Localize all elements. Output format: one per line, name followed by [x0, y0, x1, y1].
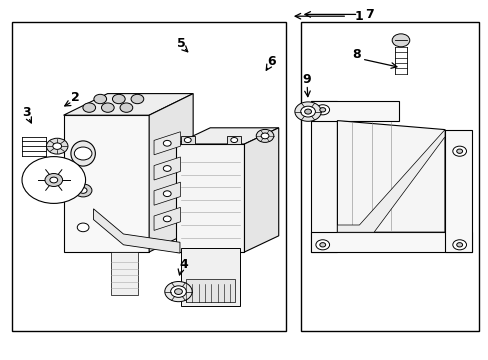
- Circle shape: [112, 94, 125, 104]
- Circle shape: [300, 106, 315, 117]
- Circle shape: [163, 140, 171, 146]
- Bar: [181, 248, 239, 306]
- Circle shape: [456, 149, 462, 153]
- Circle shape: [83, 103, 96, 112]
- Circle shape: [163, 166, 171, 171]
- Text: 7: 7: [364, 8, 373, 21]
- Polygon shape: [310, 101, 337, 252]
- Text: 9: 9: [302, 73, 311, 86]
- Circle shape: [452, 146, 466, 156]
- Bar: [185, 279, 234, 302]
- Circle shape: [315, 105, 329, 115]
- Bar: [227, 136, 241, 144]
- Bar: [12, 22, 285, 331]
- Circle shape: [256, 130, 273, 143]
- Polygon shape: [310, 232, 471, 252]
- Circle shape: [22, 157, 85, 203]
- Polygon shape: [63, 94, 193, 115]
- Circle shape: [319, 108, 325, 112]
- Text: 1: 1: [354, 10, 363, 23]
- Circle shape: [74, 147, 92, 160]
- Circle shape: [77, 223, 89, 232]
- Text: 3: 3: [22, 106, 31, 119]
- Circle shape: [319, 243, 325, 247]
- Circle shape: [294, 102, 321, 121]
- Bar: [181, 136, 194, 144]
- Circle shape: [46, 138, 68, 154]
- Polygon shape: [154, 157, 180, 180]
- Circle shape: [120, 103, 133, 112]
- Circle shape: [184, 138, 191, 143]
- Circle shape: [452, 240, 466, 250]
- Polygon shape: [337, 130, 444, 232]
- Text: 8: 8: [352, 48, 361, 61]
- Text: 6: 6: [266, 55, 275, 68]
- Circle shape: [79, 188, 87, 193]
- Text: 5: 5: [176, 37, 185, 50]
- Polygon shape: [444, 130, 471, 252]
- Polygon shape: [93, 209, 180, 253]
- Circle shape: [53, 143, 61, 149]
- Polygon shape: [337, 121, 444, 232]
- Circle shape: [94, 94, 106, 104]
- Circle shape: [163, 191, 171, 197]
- Circle shape: [131, 94, 143, 104]
- Text: 2: 2: [71, 91, 80, 104]
- Polygon shape: [154, 132, 180, 155]
- Polygon shape: [63, 115, 149, 252]
- Circle shape: [45, 174, 62, 186]
- Text: 4: 4: [179, 258, 187, 271]
- Polygon shape: [154, 182, 180, 205]
- Circle shape: [174, 289, 182, 294]
- Polygon shape: [244, 128, 278, 252]
- Circle shape: [304, 109, 311, 114]
- Circle shape: [50, 177, 58, 183]
- Circle shape: [164, 282, 192, 302]
- Polygon shape: [176, 128, 278, 144]
- Circle shape: [102, 103, 114, 112]
- Circle shape: [230, 138, 237, 143]
- Circle shape: [163, 216, 171, 222]
- Bar: [300, 22, 478, 331]
- Circle shape: [170, 286, 186, 297]
- Polygon shape: [310, 101, 398, 121]
- Ellipse shape: [71, 141, 95, 166]
- Circle shape: [315, 240, 329, 250]
- Circle shape: [456, 243, 462, 247]
- Circle shape: [261, 133, 268, 139]
- Bar: [110, 252, 137, 295]
- Circle shape: [391, 34, 409, 47]
- Polygon shape: [176, 144, 244, 252]
- Polygon shape: [154, 207, 180, 230]
- Circle shape: [74, 184, 92, 197]
- Polygon shape: [149, 94, 193, 252]
